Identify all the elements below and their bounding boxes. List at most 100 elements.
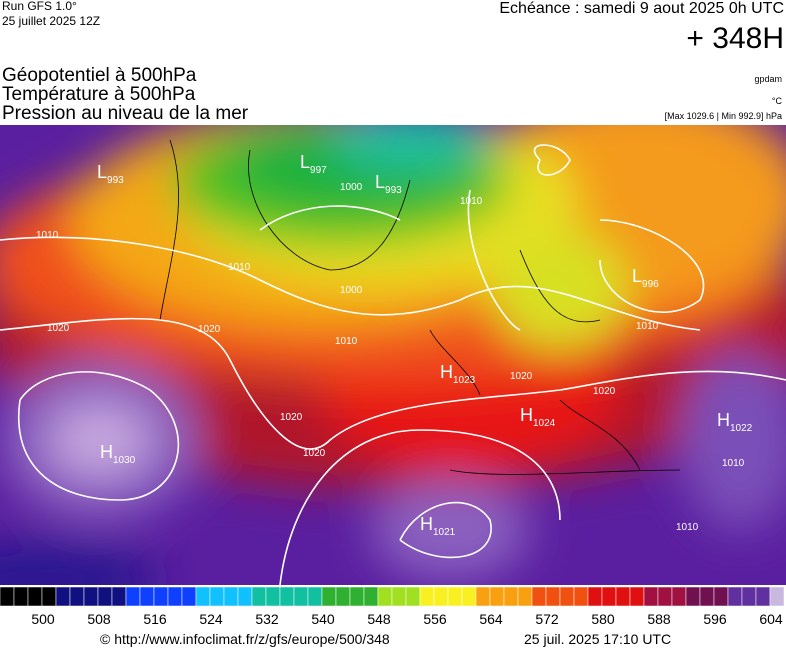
isobar-label: 1020 bbox=[510, 371, 533, 382]
center-type: H bbox=[717, 410, 730, 430]
unit: [Max 1029.6 | Min 992.9] hPa bbox=[665, 111, 782, 121]
center-pressure: 993 bbox=[385, 185, 402, 196]
pressure-center: H1021 bbox=[420, 514, 456, 538]
colorbar-tick: 524 bbox=[199, 611, 223, 627]
isobar-label: 1010 bbox=[636, 321, 659, 332]
echeance: Echéance : samedi 9 aout 2025 0h UTC bbox=[499, 0, 784, 17]
run-date: 25 juillet 2025 12Z bbox=[2, 14, 100, 28]
colorbar-swatch bbox=[293, 586, 309, 607]
colorbar-swatch bbox=[265, 586, 281, 607]
center-pressure: 996 bbox=[642, 279, 659, 290]
isobar-labels: 1010 1010 1010 1010 1010 1020 1020 1020 1020 1020… bbox=[36, 182, 745, 533]
colorbar-tick: 508 bbox=[87, 611, 111, 627]
colorbar-swatch bbox=[727, 586, 743, 607]
center-pressure: 1021 bbox=[433, 527, 456, 538]
layer-title: Géopotentiel à 500hPa bbox=[2, 65, 197, 86]
center-type: L bbox=[632, 266, 642, 286]
isobar-label: 1010 bbox=[36, 230, 59, 241]
isobar-label: 1010 bbox=[335, 336, 358, 347]
colorbar-swatch bbox=[447, 586, 463, 607]
isobar-label: 1010 bbox=[676, 522, 699, 533]
center-type: L bbox=[300, 152, 310, 172]
colorbar-swatch bbox=[111, 586, 127, 607]
colorbar-swatch bbox=[335, 586, 351, 607]
colorbar-swatch bbox=[461, 586, 477, 607]
colorbar-swatch bbox=[601, 586, 617, 607]
center-pressure: 997 bbox=[310, 165, 327, 176]
colorbar-swatch bbox=[573, 586, 589, 607]
pressure-center: L993 bbox=[375, 172, 402, 196]
center-pressure: 1022 bbox=[730, 423, 753, 434]
colorbar-tick: 588 bbox=[647, 611, 671, 627]
colorbar-swatch bbox=[307, 586, 323, 607]
colorbar-swatch bbox=[419, 586, 435, 607]
pressure-center: L997 bbox=[300, 152, 327, 176]
unit: gpdam bbox=[754, 74, 782, 84]
isobar-label: 1020 bbox=[198, 324, 221, 335]
colorbar-swatch bbox=[657, 586, 673, 607]
isobar-label: 1000 bbox=[340, 182, 363, 193]
pressure-center: H1022 bbox=[717, 410, 753, 434]
colorbar-tick: 604 bbox=[759, 611, 783, 627]
center-pressure: 1024 bbox=[533, 418, 556, 429]
colorbar-swatch bbox=[517, 586, 533, 607]
isobar-label: 1010 bbox=[722, 458, 745, 469]
colorbar-swatch bbox=[643, 586, 659, 607]
colorbar-swatch bbox=[671, 586, 687, 607]
center-type: H bbox=[100, 442, 113, 462]
colorbar-swatch bbox=[713, 586, 729, 607]
colorbar-swatch bbox=[41, 586, 57, 607]
colorbar-swatch bbox=[0, 586, 15, 607]
colorbar-swatch bbox=[27, 586, 43, 607]
colorbar-swatch bbox=[349, 586, 365, 607]
colorbar-swatch bbox=[139, 586, 155, 607]
isobar-label: 1020 bbox=[280, 412, 303, 423]
colorbar-tick: 572 bbox=[535, 611, 559, 627]
colorbar-swatch bbox=[321, 586, 337, 607]
pressure-center: L996 bbox=[632, 266, 659, 290]
center-pressure: 1023 bbox=[453, 375, 476, 386]
center-type: H bbox=[420, 514, 433, 534]
colorbar-swatch bbox=[503, 586, 519, 607]
colorbar-swatch bbox=[559, 586, 575, 607]
colorbar-swatch bbox=[223, 586, 239, 607]
colorbar-swatch bbox=[629, 586, 645, 607]
layer-title: Pression au niveau de la mer bbox=[2, 103, 249, 124]
center-type: H bbox=[440, 362, 453, 382]
colorbar-swatch bbox=[587, 586, 603, 607]
pressure-center: H1030 bbox=[100, 442, 136, 466]
unit: °C bbox=[772, 96, 783, 106]
pressure-center: H1024 bbox=[520, 405, 556, 429]
pressure-center: H1023 bbox=[440, 362, 476, 386]
colorbar-swatch bbox=[125, 586, 141, 607]
colorbar-swatch bbox=[83, 586, 99, 607]
colorbar-swatch bbox=[55, 586, 71, 607]
colorbar-tick: 548 bbox=[367, 611, 391, 627]
colorbar-swatch bbox=[181, 586, 197, 607]
isobar-label: 1010 bbox=[228, 262, 251, 273]
colorbar-tick: 532 bbox=[255, 611, 279, 627]
center-type: L bbox=[375, 172, 385, 192]
colorbar-swatch bbox=[97, 586, 113, 607]
colorbar-swatch bbox=[755, 586, 771, 607]
colorbar: 500 508 516 524 532 540 548 556 564 572 580 588 596 6… bbox=[0, 586, 785, 627]
colorbar-swatch bbox=[685, 586, 701, 607]
center-pressure: 1030 bbox=[113, 455, 136, 466]
colorbar-swatch bbox=[531, 586, 547, 607]
isobar-label: 1010 bbox=[460, 196, 483, 207]
colorbar-swatch bbox=[279, 586, 295, 607]
colorbar-swatch bbox=[433, 586, 449, 607]
colorbar-swatch bbox=[363, 586, 379, 607]
colorbar-swatch bbox=[615, 586, 631, 607]
colorbar-swatch bbox=[391, 586, 407, 607]
colorbar-swatch bbox=[195, 586, 211, 607]
colorbar-swatch bbox=[545, 586, 561, 607]
colorbar-tick: 540 bbox=[311, 611, 335, 627]
timestamp: 25 juil. 2025 17:10 UTC bbox=[524, 631, 671, 647]
lead-time: + 348H bbox=[686, 22, 784, 55]
colorbar-swatch bbox=[13, 586, 29, 607]
colorbar-swatch bbox=[237, 586, 253, 607]
colorbar-tick: 500 bbox=[31, 611, 55, 627]
